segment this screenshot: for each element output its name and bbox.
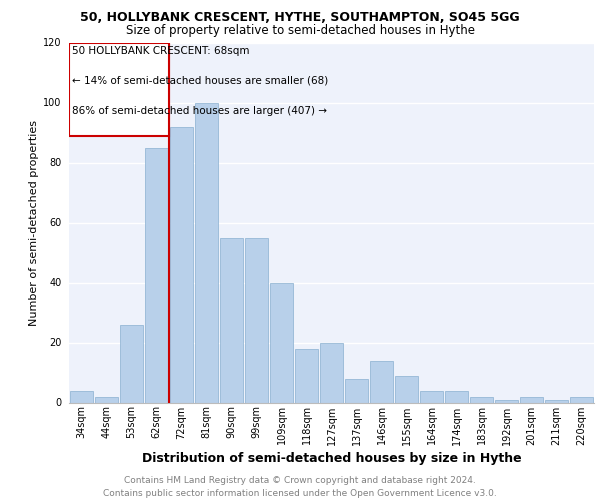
Bar — [445, 390, 469, 402]
Bar — [170, 126, 193, 402]
Text: Contains HM Land Registry data © Crown copyright and database right 2024.
Contai: Contains HM Land Registry data © Crown c… — [103, 476, 497, 498]
Bar — [569, 396, 593, 402]
Bar — [194, 102, 218, 403]
Bar — [370, 360, 394, 403]
Bar — [545, 400, 568, 402]
Bar — [70, 390, 94, 402]
Bar — [220, 238, 244, 402]
Text: 86% of semi-detached houses are larger (407) →: 86% of semi-detached houses are larger (… — [71, 106, 326, 116]
Y-axis label: Number of semi-detached properties: Number of semi-detached properties — [29, 120, 38, 326]
X-axis label: Distribution of semi-detached houses by size in Hythe: Distribution of semi-detached houses by … — [142, 452, 521, 464]
Bar — [95, 396, 118, 402]
Bar — [520, 396, 544, 402]
Bar — [494, 400, 518, 402]
Bar — [119, 324, 143, 402]
Bar — [295, 348, 319, 403]
Bar — [395, 376, 418, 402]
Bar — [320, 342, 343, 402]
Bar — [269, 282, 293, 403]
Bar — [69, 42, 169, 136]
Text: ← 14% of semi-detached houses are smaller (68): ← 14% of semi-detached houses are smalle… — [71, 76, 328, 86]
Text: Size of property relative to semi-detached houses in Hythe: Size of property relative to semi-detach… — [125, 24, 475, 37]
Bar — [470, 396, 493, 402]
Text: 50, HOLLYBANK CRESCENT, HYTHE, SOUTHAMPTON, SO45 5GG: 50, HOLLYBANK CRESCENT, HYTHE, SOUTHAMPT… — [80, 11, 520, 24]
Bar — [344, 378, 368, 402]
Bar — [145, 148, 169, 402]
Text: 50 HOLLYBANK CRESCENT: 68sqm: 50 HOLLYBANK CRESCENT: 68sqm — [71, 46, 249, 56]
Bar — [419, 390, 443, 402]
Bar — [245, 238, 268, 402]
